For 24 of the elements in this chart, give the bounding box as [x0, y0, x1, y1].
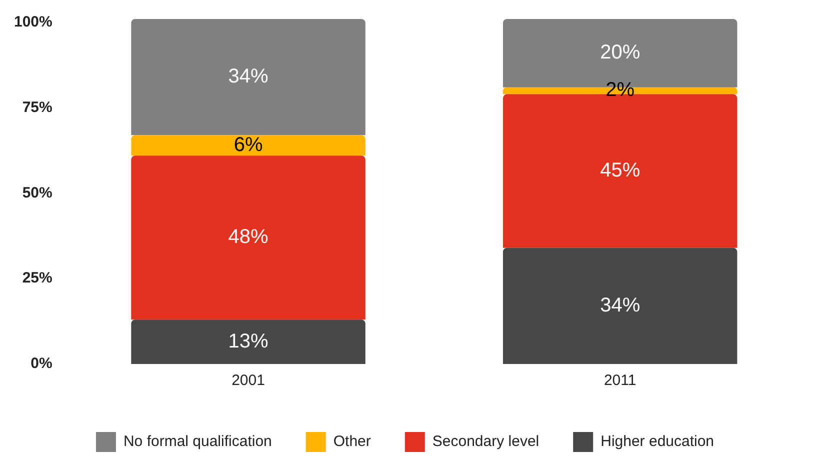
legend-label: Other — [333, 433, 371, 450]
y-tick-label: 25% — [22, 270, 52, 287]
y-tick-label: 0% — [30, 355, 52, 372]
text: 34% — [228, 66, 268, 88]
legend-label: No formal qualification — [123, 433, 272, 450]
y-tick-label: 50% — [22, 184, 52, 202]
bar — [131, 19, 366, 136]
x-tick-label: 2011 — [604, 372, 636, 390]
bar — [502, 248, 738, 364]
legend-label: Higher education — [600, 433, 714, 450]
y-tick-label: 75% — [22, 98, 52, 116]
bar — [131, 156, 366, 320]
bar — [131, 135, 366, 156]
text: 45% — [600, 160, 640, 182]
bar — [131, 320, 366, 364]
legend-label: Secondary level — [432, 433, 540, 450]
text: 13% — [228, 330, 268, 352]
y-tick-label: 100% — [14, 14, 52, 31]
text: 20% — [600, 42, 640, 64]
text: 2% — [606, 79, 635, 102]
x-tick-label: 2001 — [232, 372, 265, 390]
text: 48% — [228, 226, 268, 248]
text: 34% — [600, 294, 640, 316]
text: 6% — [234, 134, 263, 156]
